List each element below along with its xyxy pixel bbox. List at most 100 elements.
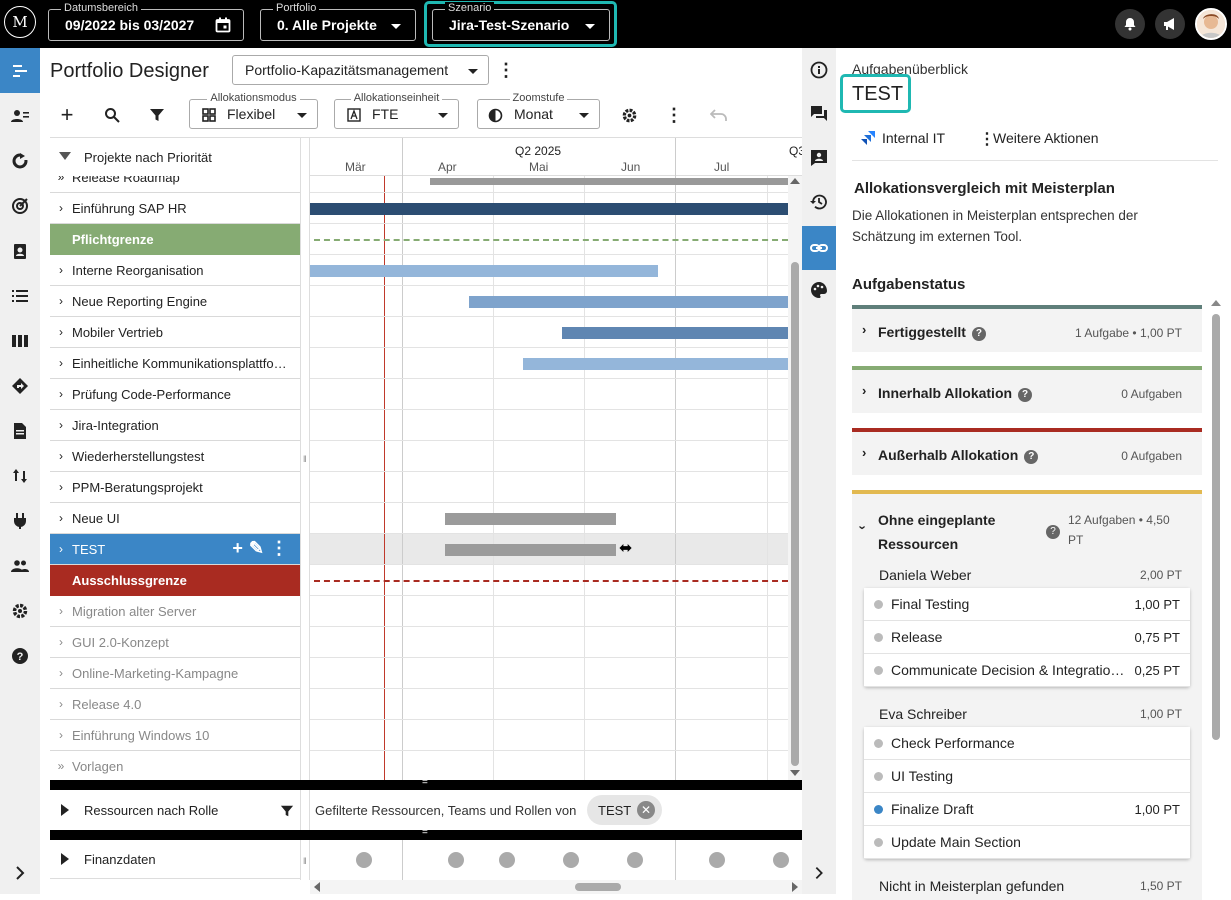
nav-import-export[interactable] (0, 453, 40, 498)
project-bar[interactable] (469, 296, 788, 308)
finance-section-header[interactable]: Finanzdaten (50, 840, 300, 880)
nav-reports[interactable] (0, 408, 40, 453)
collapse-panel-tab[interactable] (802, 853, 836, 893)
nav-settings[interactable] (0, 588, 40, 633)
project-row[interactable]: › Wiederherstellungstest (50, 441, 300, 472)
finance-dot[interactable] (709, 852, 725, 868)
task-item[interactable]: Check Performance (864, 727, 1190, 760)
help-icon[interactable]: ? (1024, 450, 1039, 464)
project-bar[interactable] (445, 513, 616, 525)
nav-users[interactable] (0, 543, 40, 588)
notifications-button[interactable] (1115, 9, 1145, 39)
finance-dot[interactable] (499, 852, 515, 868)
splitter-horizontal-2[interactable]: = (50, 827, 802, 840)
task-item[interactable]: UI Testing (864, 760, 1190, 793)
finance-dot[interactable] (563, 852, 579, 868)
finance-dot[interactable] (627, 852, 643, 868)
splitter-vertical[interactable]: ‖ (300, 138, 310, 780)
nav-roadmap[interactable] (0, 363, 40, 408)
project-row[interactable]: › Jira-Integration (50, 410, 300, 441)
task-item[interactable]: Finalize Draft 1,00 PT (864, 793, 1190, 826)
filter-icon[interactable] (280, 804, 294, 818)
project-bar[interactable] (430, 178, 788, 185)
project-row[interactable]: » Release Roadmap (50, 176, 300, 193)
project-row[interactable]: › Neue Reporting Engine (50, 286, 300, 317)
toolbar-more-icon[interactable]: ⋮ (665, 104, 683, 125)
project-row[interactable]: › GUI 2.0-Konzept (50, 627, 300, 658)
internal-it-link[interactable]: Internal IT (882, 130, 946, 146)
finance-dot[interactable] (773, 852, 789, 868)
project-row[interactable]: › Migration alter Server (50, 596, 300, 627)
finance-dot[interactable] (448, 852, 464, 868)
horizontal-scrollbar[interactable] (310, 880, 802, 894)
edit-icon[interactable]: ✎ (248, 538, 270, 558)
project-row[interactable]: » Vorlagen (50, 751, 300, 780)
task-item[interactable]: Release 0,75 PT (864, 621, 1190, 654)
header-more-icon[interactable]: ⋮ (497, 59, 515, 80)
nav-help[interactable]: ? (0, 633, 40, 678)
finance-dot[interactable] (356, 852, 372, 868)
help-icon[interactable]: ? (1046, 525, 1060, 539)
nav-resources[interactable] (0, 93, 40, 138)
project-row[interactable]: Pflichtgrenze (50, 224, 300, 255)
nav-refresh[interactable] (0, 138, 40, 183)
nav-board[interactable] (0, 318, 40, 363)
zoom-select[interactable]: Zoomstufe Monat (477, 92, 600, 129)
project-row[interactable]: › PPM-Beratungsprojekt (50, 472, 300, 503)
task-item[interactable]: Update Main Section (864, 826, 1190, 859)
nav-portfolio-designer[interactable] (0, 48, 40, 93)
project-row[interactable]: › Einheitliche Kommunikationsplattfo… (50, 348, 300, 379)
close-icon[interactable]: ✕ (637, 801, 655, 819)
settings-gear-icon[interactable] (618, 104, 640, 126)
nav-assignments[interactable] (0, 228, 40, 273)
project-row[interactable]: › Neue UI (50, 503, 300, 534)
allocation-mode-select[interactable]: Allokationsmodus Flexibel (189, 92, 318, 129)
project-row[interactable]: › Einführung SAP HR (50, 193, 300, 224)
panel-scrollbar[interactable] (1210, 300, 1222, 894)
view-select[interactable]: Portfolio-Kapazitätsmanagement (232, 55, 489, 85)
status-outside-allocation[interactable]: › Außerhalb Allokation? 0 Aufgaben (852, 428, 1202, 475)
project-list-header[interactable]: Projekte nach Priorität (50, 138, 300, 176)
project-row[interactable]: › Prüfung Code-Performance (50, 379, 300, 410)
contact-tab[interactable] (802, 138, 836, 178)
nav-list[interactable] (0, 273, 40, 318)
info-tab[interactable] (802, 50, 836, 90)
announcements-button[interactable] (1155, 9, 1185, 39)
history-tab[interactable] (802, 182, 836, 222)
project-bar[interactable] (310, 203, 788, 215)
date-range-field[interactable]: Datumsbereich 09/2022 bis 03/2027 (48, 2, 244, 41)
more-actions-button[interactable]: Weitere Aktionen (993, 130, 1099, 146)
filter-chip[interactable]: TEST ✕ (587, 795, 662, 825)
palette-tab[interactable] (802, 270, 836, 310)
status-completed[interactable]: › Fertiggestellt? 1 Aufgabe • 1,00 PT (852, 305, 1202, 352)
project-row[interactable]: › TEST +✎⋮ (50, 534, 300, 565)
undo-icon[interactable] (708, 104, 730, 126)
comments-tab[interactable] (802, 94, 836, 134)
project-row[interactable]: Ausschlussgrenze (50, 565, 300, 596)
task-item[interactable]: Communicate Decision & Integratio… 0,25 P… (864, 654, 1190, 687)
allocation-unit-select[interactable]: Allokationseinheit FTE (334, 92, 459, 129)
task-item[interactable]: Final Testing 1,00 PT (864, 588, 1190, 621)
project-row[interactable]: › Interne Reorganisation (50, 255, 300, 286)
resources-section-header[interactable]: Ressourcen nach Rolle (50, 790, 300, 830)
nav-expand[interactable] (0, 850, 40, 895)
chevron-down-icon[interactable]: › (855, 525, 871, 530)
project-row[interactable]: › Online-Marketing-Kampagne (50, 658, 300, 689)
project-row[interactable]: › Einführung Windows 10 (50, 720, 300, 751)
add-icon[interactable]: + (232, 538, 249, 558)
project-bar[interactable] (523, 358, 788, 370)
project-row[interactable]: › Mobiler Vertrieb (50, 317, 300, 348)
user-avatar[interactable] (1195, 8, 1227, 40)
help-icon[interactable]: ? (971, 327, 986, 341)
szenario-select[interactable]: Szenario Jira-Test-Szenario (432, 2, 610, 41)
portfolio-select[interactable]: Portfolio 0. Alle Projekte (260, 2, 416, 41)
more-icon[interactable]: ⋮ (270, 538, 294, 558)
search-icon[interactable] (101, 104, 123, 126)
splitter-horizontal[interactable]: = (50, 777, 802, 790)
help-icon[interactable]: ? (1018, 388, 1033, 402)
app-logo[interactable]: M (4, 6, 36, 38)
project-bar[interactable] (562, 327, 788, 339)
project-bar[interactable] (445, 544, 616, 556)
nav-integrations[interactable] (0, 498, 40, 543)
link-tab[interactable] (802, 226, 836, 270)
